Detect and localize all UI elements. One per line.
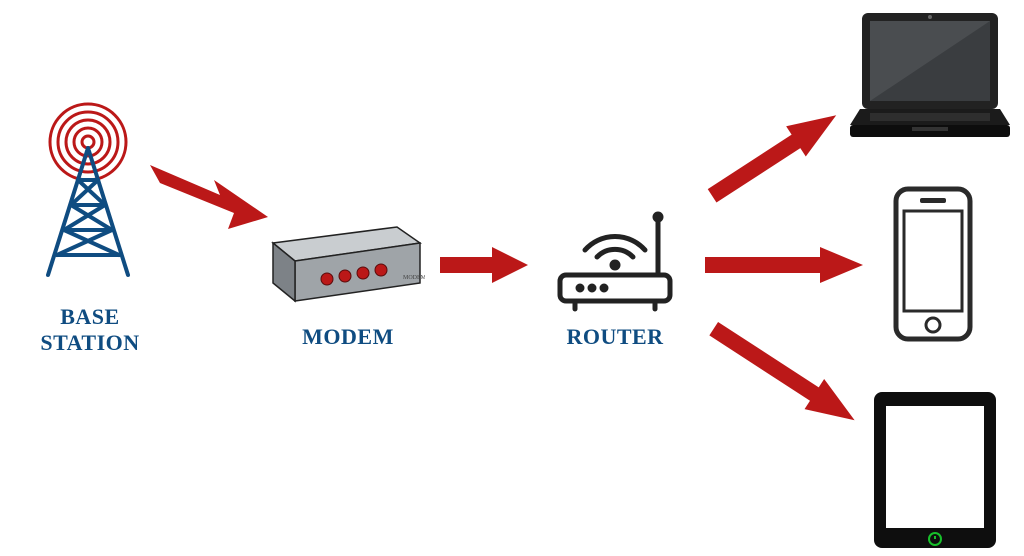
base-station-label: BASE STATION — [20, 304, 160, 356]
arrow-base-to-modem — [150, 155, 270, 235]
tablet-icon — [870, 388, 1000, 553]
base-station-label-line1: BASE — [20, 304, 160, 330]
base-station-icon — [28, 100, 148, 280]
arrow-modem-to-router — [440, 245, 530, 285]
router-label: ROUTER — [540, 324, 690, 350]
modem-icon: MODEM — [265, 215, 425, 310]
laptop-icon — [840, 5, 1020, 155]
router-icon — [540, 175, 690, 315]
arrow-router-to-phone — [705, 245, 865, 285]
arrow-router-to-laptop — [700, 100, 850, 210]
svg-text:MODEM: MODEM — [403, 275, 425, 281]
arrow-router-to-tablet — [700, 310, 870, 440]
base-station-label-line2: STATION — [20, 330, 160, 356]
phone-icon — [888, 185, 978, 345]
modem-label: MODEM — [278, 324, 418, 350]
